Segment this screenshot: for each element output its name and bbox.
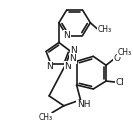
Text: N: N [70,46,77,55]
Text: N: N [63,31,70,40]
Text: N: N [46,62,52,71]
Text: CH₃: CH₃ [118,48,132,57]
Text: Cl: Cl [115,77,124,87]
Text: CH₃: CH₃ [98,25,112,34]
Text: NH: NH [77,100,90,109]
Text: CH₃: CH₃ [39,113,53,122]
Text: N: N [64,62,71,71]
Text: N: N [69,54,76,63]
Text: O: O [113,54,120,63]
